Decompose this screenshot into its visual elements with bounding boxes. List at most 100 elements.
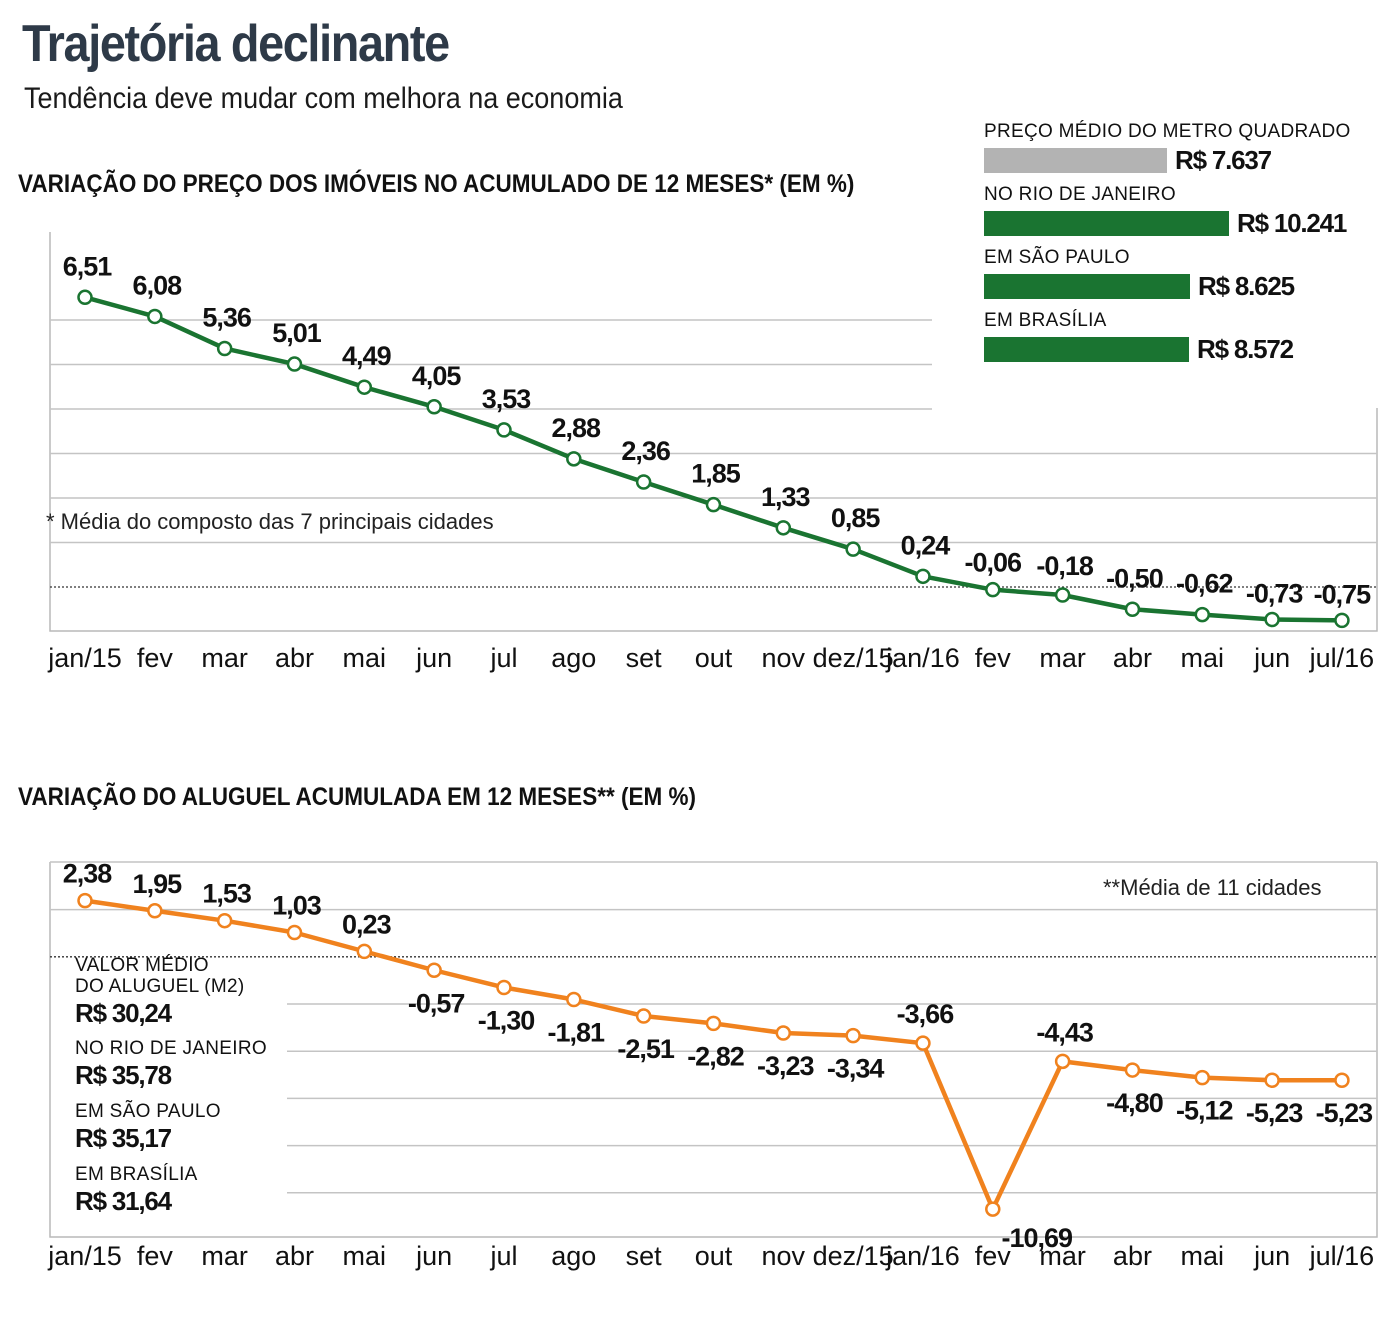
price-point [147,308,163,325]
rent-x-tick-label: mar [201,1241,248,1271]
rent-x-tick-label: jan/15 [47,1241,122,1271]
price-x-tick-label: abr [1113,643,1152,673]
price-x-tick-label: set [626,643,663,673]
rent-point [915,1035,931,1051]
price-x-tick-label: out [695,643,733,673]
price-chart-title: VARIAÇÃO DO PREÇO DOS IMÓVEIS NO ACUMULA… [18,170,855,198]
rent-x-tick-label: fev [137,1241,174,1271]
rent-point [635,1008,652,1024]
price-x-tick-label: jul [489,643,517,673]
price-x-tick-label: jul/16 [1309,643,1375,673]
price-legend-bar [984,274,1190,299]
price-legend-bar [984,148,1167,173]
price-data-label: 2,36 [621,436,671,466]
rent-x-tick-label: jul/16 [1309,1241,1375,1271]
price-point [845,541,861,557]
rent-legend-value: R$ 35,78 [75,1060,172,1090]
price-point [985,581,1001,598]
rent-data-label: 1,03 [272,890,322,920]
price-chart-note: * Média do composto das 7 principais cid… [46,509,494,534]
rent-chart-note: **Média de 11 cidades [1103,875,1322,900]
price-x-tick-label: ago [551,643,596,673]
rent-point [775,1025,792,1041]
rent-x-tick-label: jan/16 [885,1241,960,1271]
price-point [496,422,512,438]
price-data-label: 6,51 [63,251,113,281]
rent-point [77,892,93,909]
price-data-label: -0,73 [1246,578,1304,608]
price-x-tick-label: jun [1253,643,1290,673]
rent-legend-caption: EM SÃO PAULO [75,1101,221,1122]
rent-point [566,991,582,1008]
rent-point [1334,1072,1350,1088]
price-frame [49,232,1378,632]
rent-point [845,1027,861,1044]
price-point [426,399,442,415]
price-point [216,340,233,357]
rent-data-label: -5,23 [1246,1098,1304,1128]
price-point [77,289,93,306]
price-point [915,568,931,585]
price-point [356,379,373,395]
rent-x-tick-label: abr [275,1241,314,1271]
rent-point [496,979,512,996]
rent-point [1054,1053,1071,1070]
rent-x-tick-label: dez/15 [813,1241,894,1271]
price-data-label: 1,33 [761,482,811,512]
price-data-label: 5,36 [202,302,252,332]
price-x-tick-label: abr [275,643,314,673]
price-data-label: -0,75 [1314,579,1372,609]
rent-point [426,962,442,979]
price-x-tick-label: nov [762,643,806,673]
price-data-label: -0,06 [965,548,1023,578]
price-legend-caption: PREÇO MÉDIO DO METRO QUADRADO [984,121,1351,142]
price-data-label: 5,01 [272,318,322,348]
rent-x-tick-label: set [626,1241,663,1271]
rent-data-label: 1,53 [202,879,252,909]
rent-point [1264,1072,1280,1088]
rent-legend-value: R$ 35,17 [75,1123,172,1153]
rent-point [705,1015,722,1032]
rent-legend-caption: EM BRASÍLIA [75,1164,198,1185]
rent-x-tick-label: abr [1113,1241,1152,1271]
price-data-label: 4,05 [412,361,462,391]
price-chart: 6,51 6,08 5,36 5,01 4,49 4,05 3,53 2,88 2,36 1,85… [47,232,1378,673]
price-legend-value: R$ 8.572 [1197,334,1294,364]
rent-data-label: -2,51 [617,1034,675,1064]
rent-data-label: 1,95 [133,869,183,899]
rent-data-label: -3,34 [827,1054,885,1084]
rent-data-label: -1,81 [548,1018,606,1048]
price-x-tick-label: dez/15 [813,643,894,673]
rent-data-label: -5,23 [1316,1098,1374,1128]
price-point [635,474,652,490]
price-data-label: 3,53 [482,384,532,414]
price-legend-caption: EM BRASÍLIA [984,310,1107,331]
price-x-tick-label: mai [1181,643,1225,673]
rent-x-tick-label: fev [975,1241,1012,1271]
price-x-tick-label: fev [137,643,174,673]
rent-point [216,912,233,929]
rent-chart-title: VARIAÇÃO DO ALUGUEL ACUMULADA EM 12 MESE… [18,783,696,811]
price-x-tick-label: jan/15 [47,643,122,673]
price-point [566,451,582,467]
price-x-tick-label: jan/16 [885,643,960,673]
rent-x-tick-label: mar [1039,1241,1086,1271]
price-point [1264,611,1280,628]
rent-x-tick-label: ago [551,1241,596,1271]
rent-legend-caption: NO RIO DE JANEIRO [75,1038,267,1059]
price-point [775,520,792,536]
rent-x-tick-label: jul [489,1241,517,1271]
rent-legend-value: R$ 30,24 [75,998,172,1028]
page-subtitle: Tendência deve mudar com melhora na econ… [24,82,623,115]
price-x-tick-label: mai [343,643,387,673]
rent-data-label: -3,66 [897,999,955,1029]
price-data-label: 4,49 [342,341,392,371]
rent-x-tick-label: nov [762,1241,806,1271]
price-x-tick-label: mar [201,643,248,673]
price-data-label: 0,24 [901,530,951,560]
price-x-tick-label: jun [415,643,452,673]
price-legend-caption: EM SÃO PAULO [984,247,1130,268]
price-legend-value: R$ 7.637 [1175,145,1272,175]
rent-data-label: -4,80 [1106,1088,1163,1118]
